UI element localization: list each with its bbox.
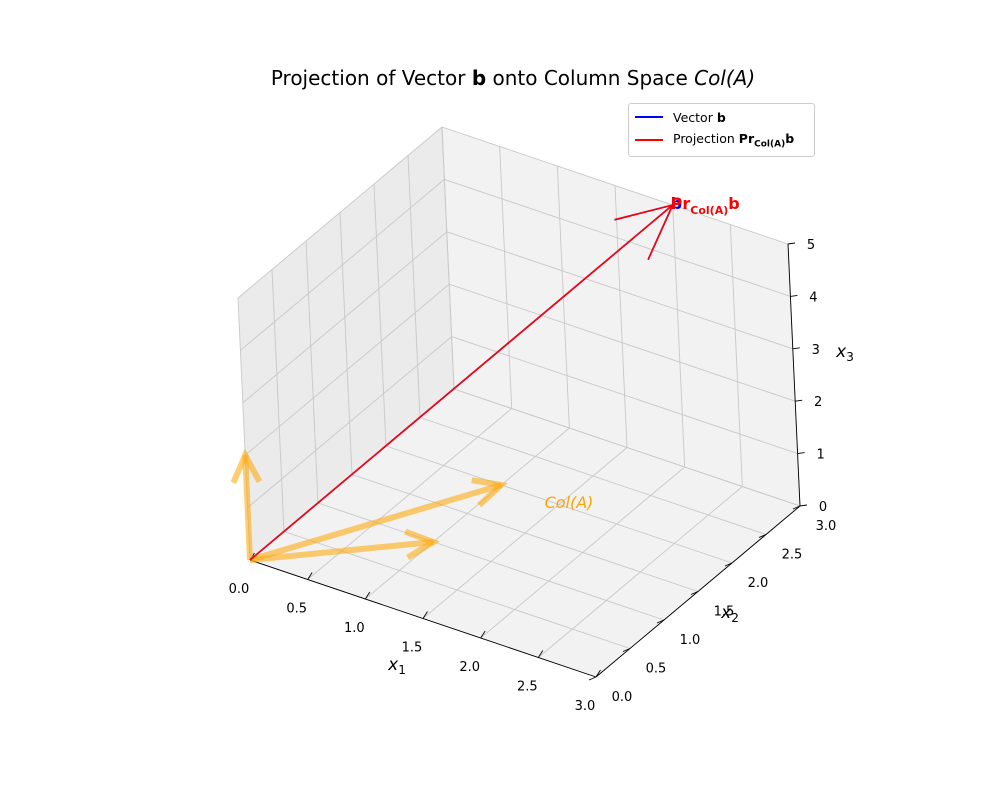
legend: Vector b Projection PrCol(A)b <box>628 103 815 157</box>
z-axis-label: x3 <box>835 342 854 364</box>
z-tick-label: 3 <box>812 343 820 358</box>
grid-line-back-z <box>453 388 801 507</box>
grid-line-back-x <box>614 185 628 448</box>
legend-entry-vector-b: Vector b <box>635 107 726 127</box>
legend-line-blue <box>635 116 663 118</box>
grid-line-back-x <box>672 204 686 468</box>
grid-line-left-y <box>305 240 319 504</box>
y-axis-tick <box>588 676 597 681</box>
colspace-vector-2 <box>249 539 434 563</box>
grid-line-back-z <box>446 231 793 350</box>
grid-line-left-z <box>237 126 443 299</box>
y-axis-tick <box>792 505 801 510</box>
grid-line-left-y <box>441 126 455 390</box>
annotation-b: b <box>671 194 682 213</box>
projection-vector-arrowhead <box>614 203 675 261</box>
grid-line-left-z <box>244 283 450 456</box>
grid-line-back-z <box>449 283 796 402</box>
grid-line-left-z <box>247 336 452 508</box>
colspace-arrowhead-1 <box>230 448 263 484</box>
y-tick-label: 3.0 <box>816 519 837 534</box>
z-axis-tick <box>795 399 803 402</box>
grid-line-floor-y <box>351 474 699 592</box>
grid-line-back-x <box>499 146 513 409</box>
grid-line-back-z <box>444 178 791 297</box>
x-tick-label: 0.5 <box>286 602 307 617</box>
tick-labels: 0.0 0.5 1.0 1.5 2.0 2.5 3.0 0.0 0.5 1.0 1.5 2.0 2.5 3… <box>229 238 837 714</box>
z-tick-label: 4 <box>809 290 817 305</box>
z-tick-label: 2 <box>814 395 822 410</box>
colspace-vector-3 <box>249 482 503 563</box>
y-tick-label: 0.0 <box>612 690 633 705</box>
y-axis-tick <box>690 591 699 595</box>
z-tick-label: 5 <box>807 238 815 253</box>
title-middle: onto Column Space <box>486 66 695 90</box>
column-space-vectors <box>230 448 508 563</box>
title-prefix: Projection of Vector <box>270 66 472 90</box>
y-axis-tick <box>758 534 767 538</box>
x-tick-label: 2.5 <box>517 680 538 695</box>
grid-line-floor-y <box>385 445 733 564</box>
grid-line-left-y <box>339 212 353 475</box>
x-axis-tick <box>364 591 371 600</box>
x-tick-label: 1.5 <box>402 641 423 656</box>
axis-lines <box>249 242 808 681</box>
y-axis-tick <box>656 619 665 624</box>
y-axis-label: x2 <box>720 603 739 625</box>
y-axis-tick <box>724 562 733 567</box>
z-axis-tick <box>797 452 805 455</box>
y-tick-label: 2.5 <box>782 548 803 563</box>
legend-entry-projection: Projection PrCol(A)b <box>635 130 794 150</box>
annotation-colspace: Col(A) <box>545 493 594 512</box>
x-axis-tick <box>480 630 486 639</box>
z-axis-tick <box>792 347 800 350</box>
grid-line-left-y <box>271 269 285 532</box>
data-vectors <box>249 203 675 561</box>
legend-label-projection: Projection PrCol(A)b <box>673 130 795 150</box>
colspace-arrowhead-2 <box>404 528 441 561</box>
x-tick-label: 2.0 <box>459 660 480 675</box>
y-tick-label: 2.0 <box>748 576 769 591</box>
z-axis-tick <box>799 504 808 507</box>
colspace-vector-1 <box>242 455 253 561</box>
grid-line-back-x <box>729 224 743 487</box>
legend-line-red <box>635 139 663 141</box>
z-axis-tick <box>787 242 796 245</box>
grid-line-left-y <box>373 183 387 447</box>
x-axis-tick <box>422 611 428 619</box>
z-axis-line <box>787 243 801 507</box>
grid-line-left-z <box>242 231 448 404</box>
x-tick-label: 0.0 <box>229 582 250 597</box>
annotation-projection: PrCol(A)b <box>671 194 740 217</box>
y-tick-label: 1.0 <box>680 633 701 648</box>
y-axis-tick <box>622 648 631 652</box>
colspace-arrowhead-3 <box>471 477 508 508</box>
x-axis-tick <box>307 572 313 580</box>
title-vector: b <box>471 66 487 90</box>
chart-title: Projection of Vector b onto Column Space… <box>0 66 1000 90</box>
x-tick-label: 3.0 <box>575 699 596 714</box>
projection-vector-line <box>249 204 674 561</box>
x-tick-label: 1.0 <box>344 621 365 636</box>
grid-line-left-z <box>240 179 445 351</box>
x-axis-label: x1 <box>387 655 406 677</box>
x-axis-tick <box>537 650 544 658</box>
grid-line-left-y <box>407 155 421 418</box>
title-colspace: Col(A) <box>694 66 756 90</box>
grid-line-back-z <box>451 336 798 455</box>
grid-line-floor-y <box>419 417 767 535</box>
axis-labels: x1 x2 x3 <box>387 342 854 677</box>
y-tick-label: 0.5 <box>646 662 667 677</box>
x-axis-tick <box>595 669 601 678</box>
z-axis-tick <box>790 294 798 297</box>
legend-label-vector-b: Vector b <box>673 109 726 125</box>
z-tick-label: 1 <box>816 448 824 463</box>
z-tick-label: 0 <box>819 500 827 515</box>
grid-line-back-z <box>441 126 789 245</box>
y-tick-label: 1.5 <box>714 605 735 620</box>
